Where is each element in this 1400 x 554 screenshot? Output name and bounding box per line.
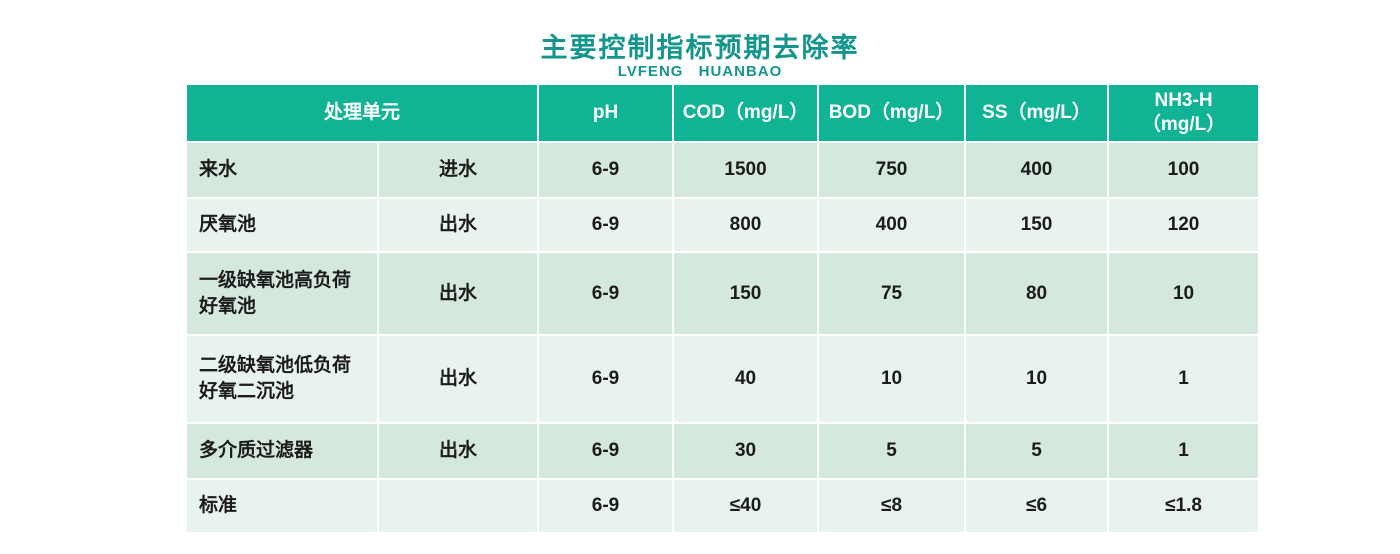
value-cell: ≤1.8 [1109, 480, 1259, 532]
page-title: 主要控制指标预期去除率 [540, 33, 860, 63]
value-cell: 6-9 [539, 424, 673, 478]
value-cell: 5 [966, 424, 1108, 478]
value-cell: 1500 [674, 143, 818, 197]
unit-name-cell: 厌氧池 [187, 199, 377, 251]
value-cell: 75 [819, 253, 965, 334]
unit-name-cell: 一级缺氧池高负荷 好氧池 [187, 253, 377, 334]
value-cell: 1 [1109, 424, 1259, 478]
value-cell: ≤40 [674, 480, 818, 532]
table-row: 二级缺氧池低负荷 好氧二沉池 出水 6-9 40 10 10 1 [187, 336, 1259, 422]
flow-type-cell: 出水 [379, 199, 538, 251]
value-cell: 150 [966, 199, 1108, 251]
value-cell: 5 [819, 424, 965, 478]
value-cell: ≤8 [819, 480, 965, 532]
value-cell: 10 [819, 336, 965, 422]
value-cell: 10 [966, 336, 1108, 422]
value-cell: 400 [819, 199, 965, 251]
value-cell: 120 [1109, 199, 1259, 251]
value-cell: 100 [1109, 143, 1259, 197]
table-row: 来水 进水 6-9 1500 750 400 100 [187, 143, 1259, 197]
table-row: 多介质过滤器 出水 6-9 30 5 5 1 [187, 424, 1259, 478]
table-header-row: 处理单元 pH COD（mg/L） BOD（mg/L） SS（mg/L） NH3… [187, 85, 1259, 141]
value-cell: 80 [966, 253, 1108, 334]
column-header-nh3: NH3-H （mg/L） [1109, 85, 1259, 141]
value-cell: 800 [674, 199, 818, 251]
value-cell: 30 [674, 424, 818, 478]
table-row: 厌氧池 出水 6-9 800 400 150 120 [187, 199, 1259, 251]
flow-type-cell: 出水 [379, 424, 538, 478]
column-header-cod: COD（mg/L） [674, 85, 818, 141]
value-cell: 6-9 [539, 480, 673, 532]
flow-type-cell: 出水 [379, 336, 538, 422]
flow-type-cell: 出水 [379, 253, 538, 334]
value-cell: 10 [1109, 253, 1259, 334]
value-cell: 6-9 [539, 336, 673, 422]
value-cell: 1 [1109, 336, 1259, 422]
unit-name-cell: 多介质过滤器 [187, 424, 377, 478]
table-row: 标准 6-9 ≤40 ≤8 ≤6 ≤1.8 [187, 480, 1259, 532]
flow-type-cell: 进水 [379, 143, 538, 197]
value-cell: 40 [674, 336, 818, 422]
value-cell: 400 [966, 143, 1108, 197]
value-cell: 6-9 [539, 199, 673, 251]
unit-name-cell: 来水 [187, 143, 377, 197]
column-header-ss: SS（mg/L） [966, 85, 1108, 141]
unit-name-cell: 标准 [187, 480, 377, 532]
value-cell: ≤6 [966, 480, 1108, 532]
table-row: 一级缺氧池高负荷 好氧池 出水 6-9 150 75 80 10 [187, 253, 1259, 334]
removal-rate-table: 处理单元 pH COD（mg/L） BOD（mg/L） SS（mg/L） NH3… [185, 83, 1260, 534]
column-header-bod: BOD（mg/L） [819, 85, 965, 141]
column-header-ph: pH [539, 85, 673, 141]
value-cell: 6-9 [539, 143, 673, 197]
value-cell: 6-9 [539, 253, 673, 334]
column-header-unit: 处理单元 [187, 85, 538, 141]
value-cell: 750 [819, 143, 965, 197]
value-cell: 150 [674, 253, 818, 334]
flow-type-cell [379, 480, 538, 532]
unit-name-cell: 二级缺氧池低负荷 好氧二沉池 [187, 336, 377, 422]
page-subtitle: LVFENG HUANBAO [617, 63, 783, 80]
